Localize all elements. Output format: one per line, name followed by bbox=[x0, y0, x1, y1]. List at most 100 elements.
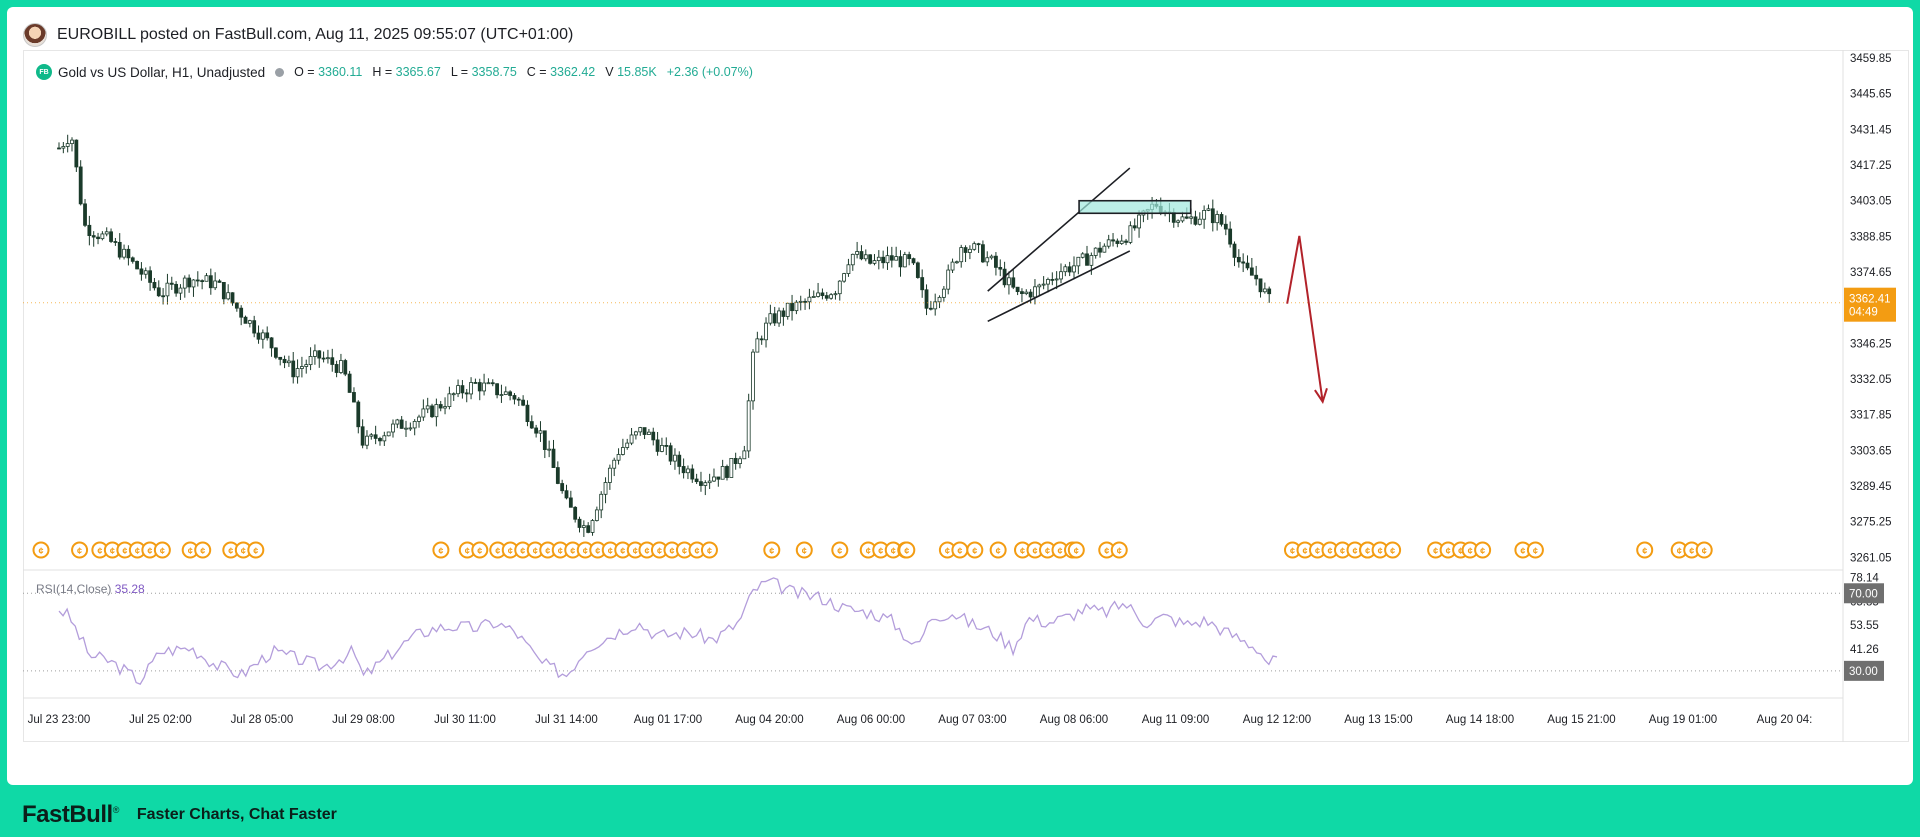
candle-body bbox=[100, 233, 105, 240]
candle-body bbox=[768, 313, 773, 324]
candle-up bbox=[1102, 243, 1107, 253]
candle-up bbox=[365, 430, 369, 450]
chart-svg[interactable]: 3459.85 3445.65 3431.45 3417.25 3403.05 3388.… bbox=[23, 50, 1909, 742]
candle-down bbox=[1085, 245, 1089, 266]
event-ring bbox=[700, 541, 718, 559]
candle-up bbox=[1059, 263, 1063, 284]
event-glyph: ¢ bbox=[866, 546, 871, 556]
candle-body bbox=[772, 313, 777, 324]
candle-down bbox=[330, 348, 335, 372]
candle-body bbox=[690, 468, 695, 480]
candle-up bbox=[729, 457, 734, 478]
candle-body bbox=[273, 347, 278, 358]
candle-body bbox=[1106, 239, 1111, 247]
candle-down bbox=[651, 427, 656, 446]
candle-up bbox=[1119, 234, 1124, 245]
event-ring bbox=[966, 541, 984, 559]
candle-body bbox=[477, 382, 482, 392]
event-glyph: ¢ bbox=[769, 546, 774, 556]
candle-down bbox=[243, 315, 248, 324]
event-glyph: ¢ bbox=[945, 546, 950, 556]
candle-up bbox=[547, 440, 552, 458]
event-glyph: ¢ bbox=[1340, 546, 1345, 556]
time-tick-label: Aug 14 18:00 bbox=[1446, 714, 1514, 726]
time-tick-label: Aug 08 06:00 bbox=[1040, 714, 1108, 726]
candle-body bbox=[807, 296, 812, 303]
candle-down bbox=[716, 476, 721, 487]
event-glyph: ¢ bbox=[477, 546, 482, 556]
candle-up bbox=[855, 241, 860, 259]
rsi-legend: RSI(14,Close) 35.28 bbox=[36, 582, 145, 596]
candle-body bbox=[759, 338, 764, 341]
candle-down bbox=[1067, 261, 1072, 277]
candle-body bbox=[200, 280, 205, 283]
candle-body bbox=[868, 254, 873, 264]
candle-down bbox=[1223, 215, 1228, 236]
candle-down bbox=[790, 294, 794, 321]
candle-body bbox=[1041, 283, 1046, 286]
candle-up bbox=[408, 422, 413, 431]
candle-down bbox=[781, 307, 786, 326]
rsi-level-tag: 30.00 bbox=[1844, 660, 1884, 681]
calendar-event-icon: ¢ bbox=[650, 541, 668, 559]
candle-down bbox=[352, 387, 356, 403]
candle-body bbox=[451, 393, 456, 396]
candle-up bbox=[603, 477, 608, 504]
candle-down bbox=[508, 390, 513, 401]
candle-body bbox=[122, 248, 126, 258]
resistance-zone bbox=[1078, 199, 1192, 215]
brand-name: FastBull bbox=[22, 801, 113, 828]
event-glyph: ¢ bbox=[38, 546, 43, 556]
candle-body bbox=[1059, 271, 1063, 280]
symbol-title[interactable]: Gold vs US Dollar, H1, Unadjusted bbox=[58, 64, 266, 80]
author-avatar[interactable] bbox=[23, 23, 47, 47]
price-tick-label: 3289.45 bbox=[1850, 481, 1892, 493]
candle-up bbox=[785, 302, 790, 320]
candle-body bbox=[889, 255, 894, 261]
candle-down bbox=[1015, 286, 1020, 296]
fastbull-logo[interactable]: FastBull® bbox=[22, 801, 119, 829]
candle-down bbox=[278, 356, 283, 366]
event-glyph: ¢ bbox=[904, 546, 909, 556]
chart-legend: FB Gold vs US Dollar, H1, Unadjusted O =… bbox=[36, 64, 753, 80]
candle-down bbox=[898, 250, 903, 277]
candle-body bbox=[1202, 209, 1207, 220]
candle-body bbox=[937, 296, 942, 303]
candle-body bbox=[647, 431, 651, 435]
candle-down bbox=[399, 416, 404, 429]
candle-up bbox=[1007, 271, 1011, 295]
candle-up bbox=[811, 290, 816, 298]
candle-body bbox=[1093, 247, 1098, 256]
candle-up bbox=[434, 398, 439, 427]
chart-frame[interactable]: 3459.85 3445.65 3431.45 3417.25 3403.05 3388.… bbox=[23, 50, 1909, 742]
event-glyph: ¢ bbox=[1390, 546, 1395, 556]
candle-down bbox=[694, 473, 699, 485]
calendar-event-icon: ¢ bbox=[247, 541, 265, 559]
candle-up bbox=[751, 349, 755, 410]
candle-body bbox=[855, 251, 860, 255]
candle-body bbox=[260, 332, 265, 340]
candle-body bbox=[538, 430, 543, 434]
candle-up bbox=[846, 258, 851, 277]
time-tick-label: Aug 19 01:00 bbox=[1649, 714, 1717, 726]
event-glyph: ¢ bbox=[1480, 546, 1485, 556]
candle-body bbox=[65, 143, 70, 147]
candle-body bbox=[733, 457, 738, 464]
time-tick-label: Aug 06 00:00 bbox=[837, 714, 905, 726]
candle-body bbox=[699, 481, 703, 486]
candle-body bbox=[655, 439, 660, 452]
price-tick-label: 3261.05 bbox=[1850, 552, 1892, 564]
candle-body bbox=[139, 268, 144, 275]
candle-down bbox=[473, 378, 478, 384]
candle-down bbox=[1241, 253, 1246, 273]
candle-body bbox=[651, 431, 656, 441]
candle-body bbox=[798, 300, 803, 303]
event-ring bbox=[194, 541, 212, 559]
candle-down bbox=[1219, 212, 1224, 227]
candle-body bbox=[981, 244, 985, 263]
candle-body bbox=[907, 254, 912, 260]
candle-body bbox=[61, 146, 66, 149]
candle-body bbox=[434, 404, 439, 418]
candle-down bbox=[460, 380, 465, 399]
candle-body bbox=[313, 350, 317, 357]
